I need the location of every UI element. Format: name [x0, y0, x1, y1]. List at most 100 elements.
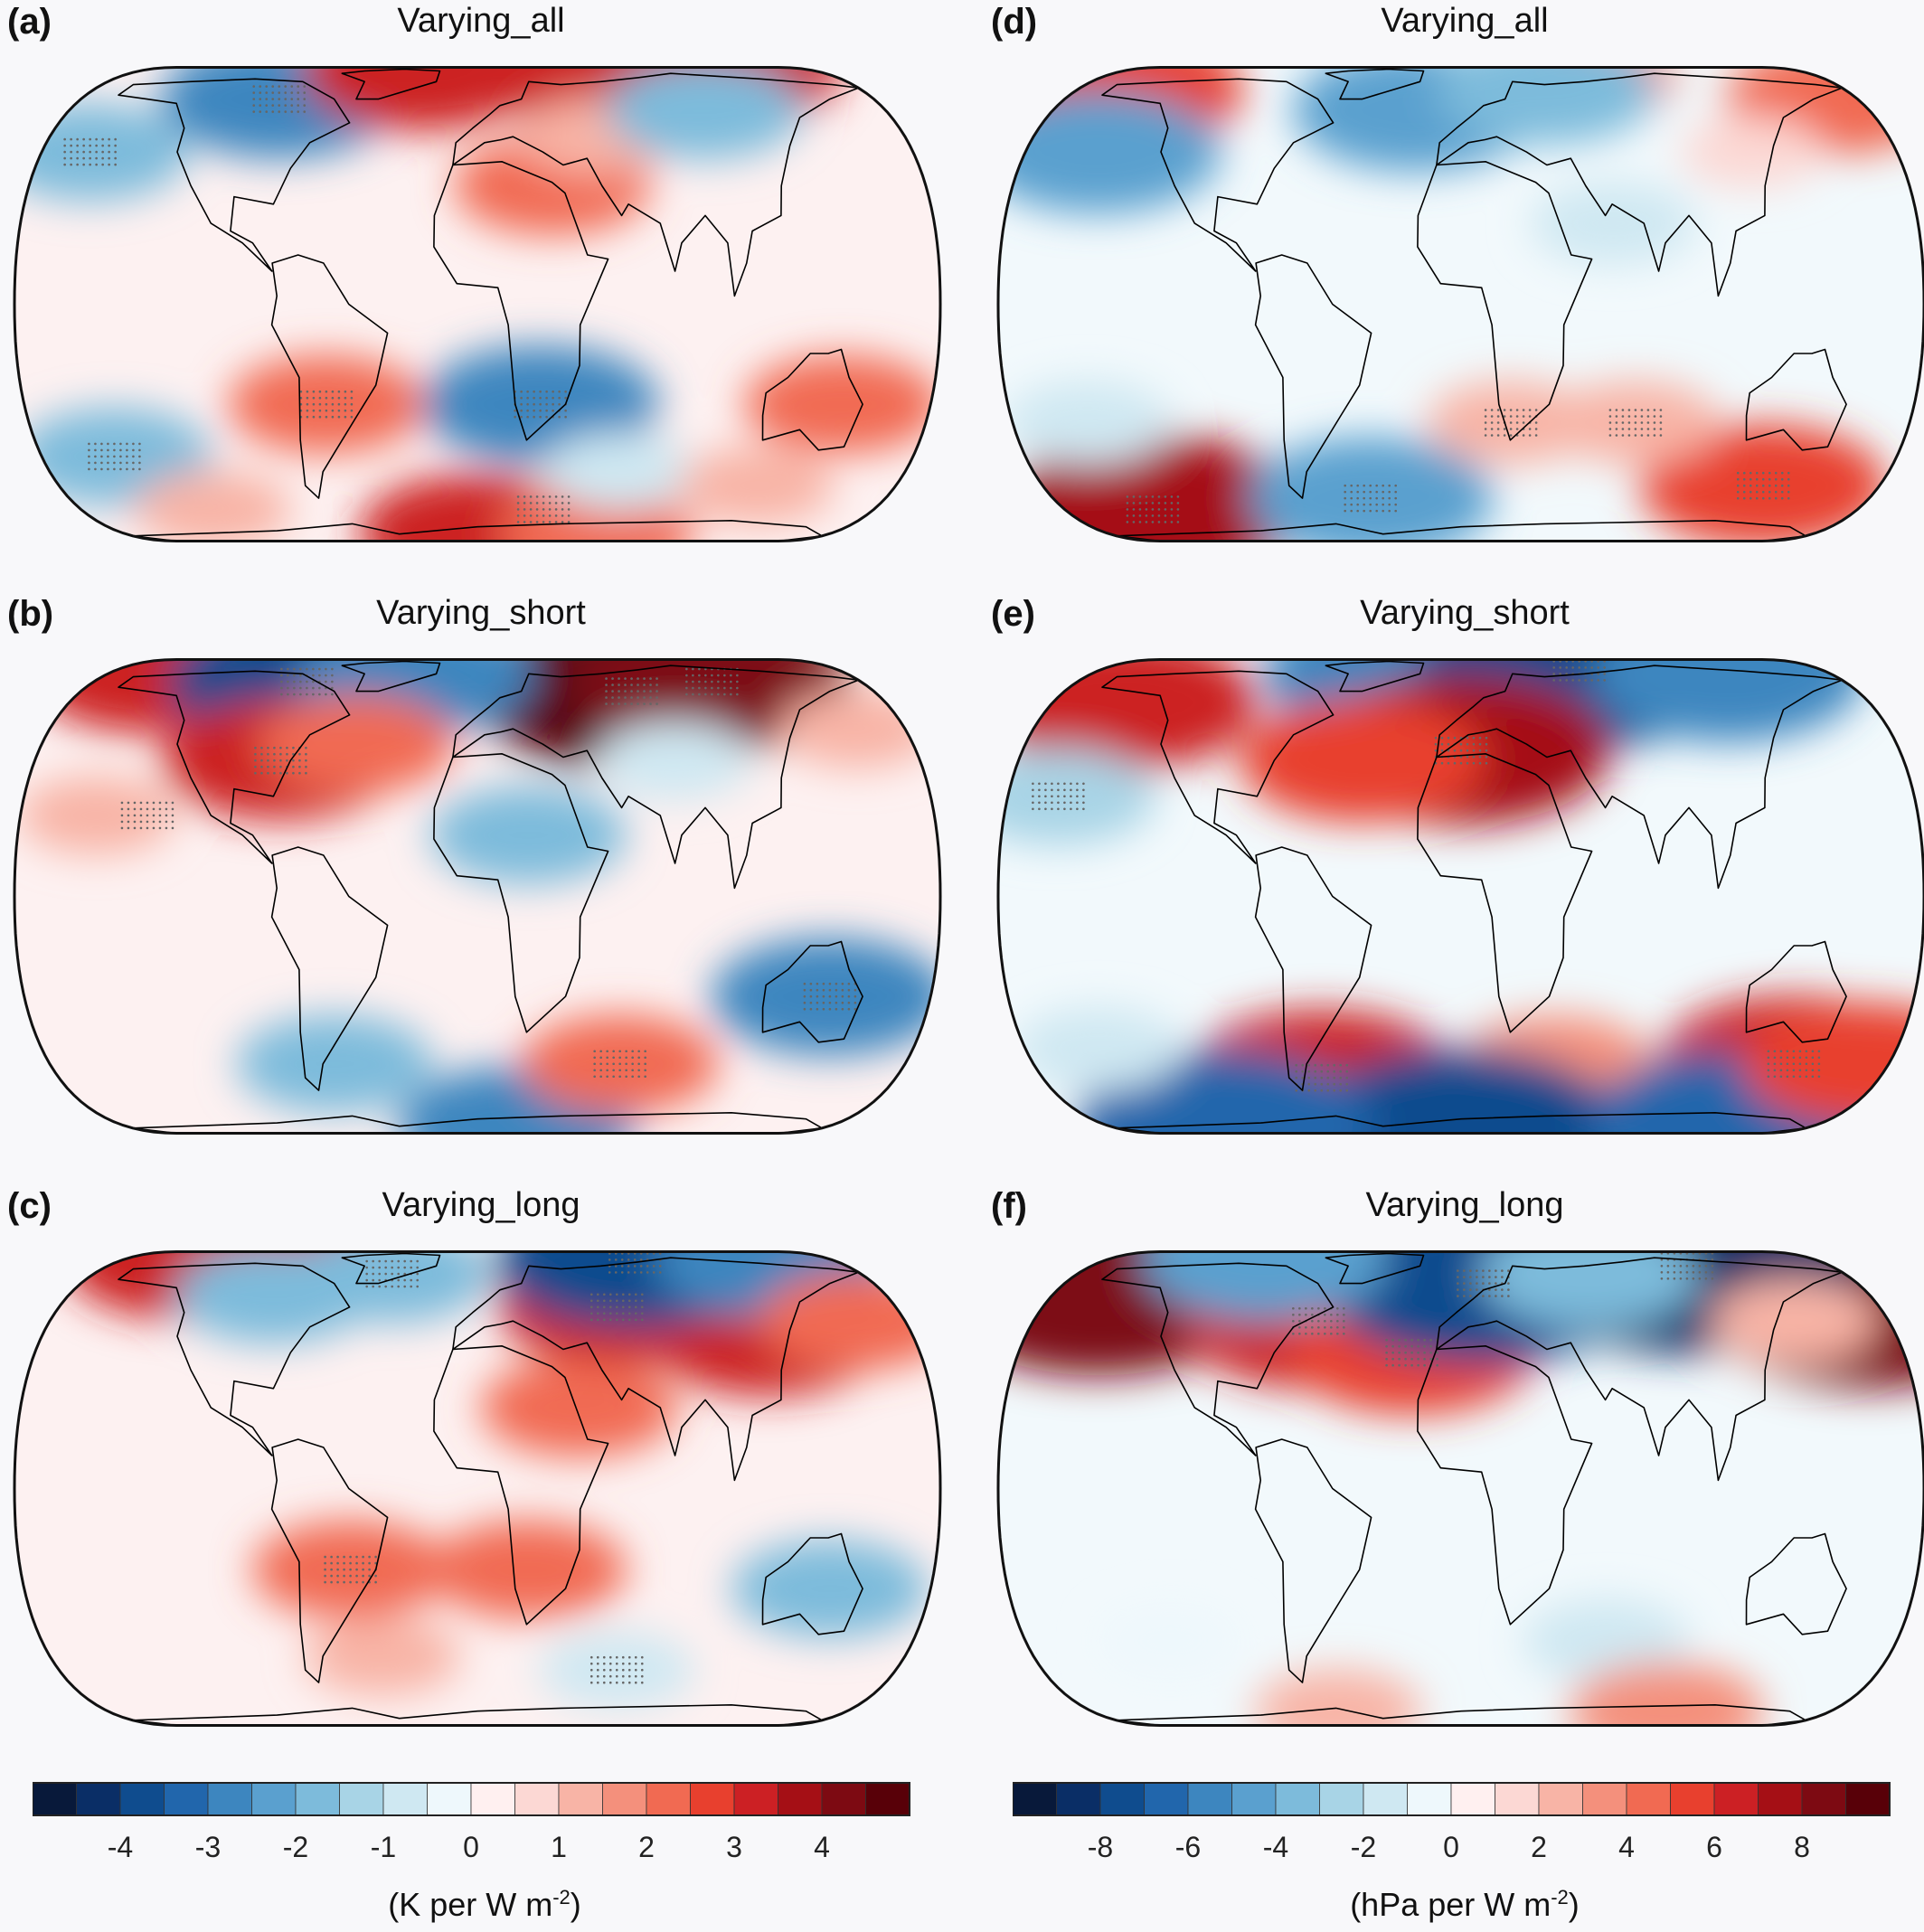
coastline [341, 660, 441, 693]
coastlines [1101, 68, 1847, 542]
anomaly-blob [429, 1520, 627, 1619]
anomaly-blob [258, 694, 455, 794]
coastlines [118, 660, 863, 1134]
colorbar-tick-label: -8 [1088, 1831, 1113, 1863]
colorbar-bin [339, 1782, 384, 1816]
panel-letter: (f) [991, 1186, 1027, 1226]
colorbar-unit-label: (hPa per W m-2) [1350, 1886, 1580, 1923]
panel-a: (a) Varying_all [0, 0, 962, 592]
map-background [998, 659, 1924, 1134]
temperature-map [13, 658, 942, 1135]
panel-title: Varying_short [1360, 594, 1570, 632]
map-border [13, 1250, 942, 1727]
colorbar-bin [1713, 1782, 1759, 1816]
colorbar-tick-label: 4 [814, 1831, 830, 1863]
coastline [1101, 78, 1335, 272]
colorbar-bin [164, 1782, 209, 1816]
anomaly-blob [1710, 1278, 1878, 1363]
colorbar-bin [865, 1782, 910, 1816]
colorbar-bin [1363, 1782, 1408, 1816]
panel-letter: (e) [991, 594, 1035, 634]
colorbar-bin [733, 1782, 778, 1816]
panel-c: (c) Varying_long [0, 1184, 962, 1776]
panel-letter: (d) [991, 2, 1038, 42]
colorbar-tick-label: -2 [283, 1831, 308, 1863]
anomaly-blob [542, 432, 699, 511]
colorbar-bin [1582, 1782, 1627, 1816]
colorbar-bin [1495, 1782, 1540, 1816]
coastline [433, 1345, 609, 1626]
map-border [996, 66, 1924, 542]
colorbar-bin [514, 1782, 560, 1816]
anomaly-blob [1591, 659, 1864, 742]
colorbar-tick-label: 4 [1618, 1831, 1635, 1863]
coastline [1254, 254, 1372, 499]
anomaly-blob [1529, 181, 1698, 266]
colorbar-bin [1407, 1782, 1452, 1816]
anomaly-blob [1436, 67, 1656, 145]
panel-title: Varying_long [1365, 1186, 1564, 1224]
colorbar-bin [1801, 1782, 1846, 1816]
anomaly-blob [236, 1014, 434, 1114]
colorbar-bin [1013, 1782, 1057, 1816]
anomaly-blob [480, 1358, 678, 1457]
coastline [1325, 68, 1425, 100]
map-border [13, 658, 942, 1135]
colorbar-bin [1187, 1782, 1232, 1816]
coastline [341, 1252, 441, 1285]
colorbar-bin [690, 1782, 735, 1816]
colorbar-bin [1099, 1782, 1145, 1816]
coastline [452, 664, 860, 890]
panel-b: (b) Varying_short [0, 592, 962, 1184]
colorbar-tick-label: -4 [1263, 1831, 1288, 1863]
colorbar-scale: -4 -3 -2 -1 0 1 2 3 4 [33, 1782, 910, 1863]
coastline [1101, 1262, 1335, 1456]
anomaly-blob [302, 67, 540, 131]
colorbar-bin [778, 1782, 823, 1816]
significance-stipple [120, 667, 857, 1079]
anomaly-blob [744, 354, 940, 454]
coastline [270, 254, 389, 499]
colorbar-tick-label: 3 [726, 1831, 742, 1863]
colorbar-frame [1013, 1782, 1891, 1816]
coastline [761, 348, 863, 451]
panel-letter: (b) [7, 594, 54, 634]
colorbar-bin [1538, 1782, 1583, 1816]
colorbar-tick-label: 2 [638, 1831, 655, 1863]
colorbar-bin [1670, 1782, 1715, 1816]
colorbar-tick-label: -6 [1175, 1831, 1201, 1863]
colorbar-bin [427, 1782, 472, 1816]
colorbar-bin [1626, 1782, 1671, 1816]
coastline [270, 846, 389, 1091]
colorbar-bin [1056, 1782, 1101, 1816]
anomaly-blob [1569, 1663, 1764, 1726]
coastline [118, 78, 351, 272]
colorbar-bin [119, 1782, 165, 1816]
colorbar-tick-label: 1 [551, 1831, 567, 1863]
anomaly-blob [1099, 1605, 1242, 1677]
colorbar-bin [1845, 1782, 1891, 1816]
coastline [1745, 1532, 1847, 1635]
colorbar-bin [76, 1782, 121, 1816]
coastline [1325, 1252, 1425, 1285]
colorbar-bin [1758, 1782, 1803, 1816]
anomaly-blob [731, 1539, 929, 1638]
anomaly-blob [1298, 1048, 1624, 1134]
coastline [1325, 660, 1425, 693]
anomaly-blob [1741, 1002, 1924, 1126]
map-border [13, 66, 942, 542]
colorbar-tick-label: 0 [1443, 1831, 1459, 1863]
colorbar-bin [1450, 1782, 1495, 1816]
pressure-map [996, 658, 1924, 1135]
colorbar-bin [558, 1782, 603, 1816]
panel-title: Varying_all [397, 2, 565, 40]
panel-title: Varying_long [382, 1186, 580, 1224]
anomaly-blob [1240, 699, 1486, 823]
anomaly-blob [779, 690, 936, 768]
temperature-map [13, 1250, 942, 1727]
anomaly-blob [135, 470, 292, 542]
anomaly-blob [304, 1616, 461, 1695]
coastline [452, 1257, 860, 1482]
colorbar-tick-label: 0 [463, 1831, 479, 1863]
map-border [996, 658, 1924, 1135]
